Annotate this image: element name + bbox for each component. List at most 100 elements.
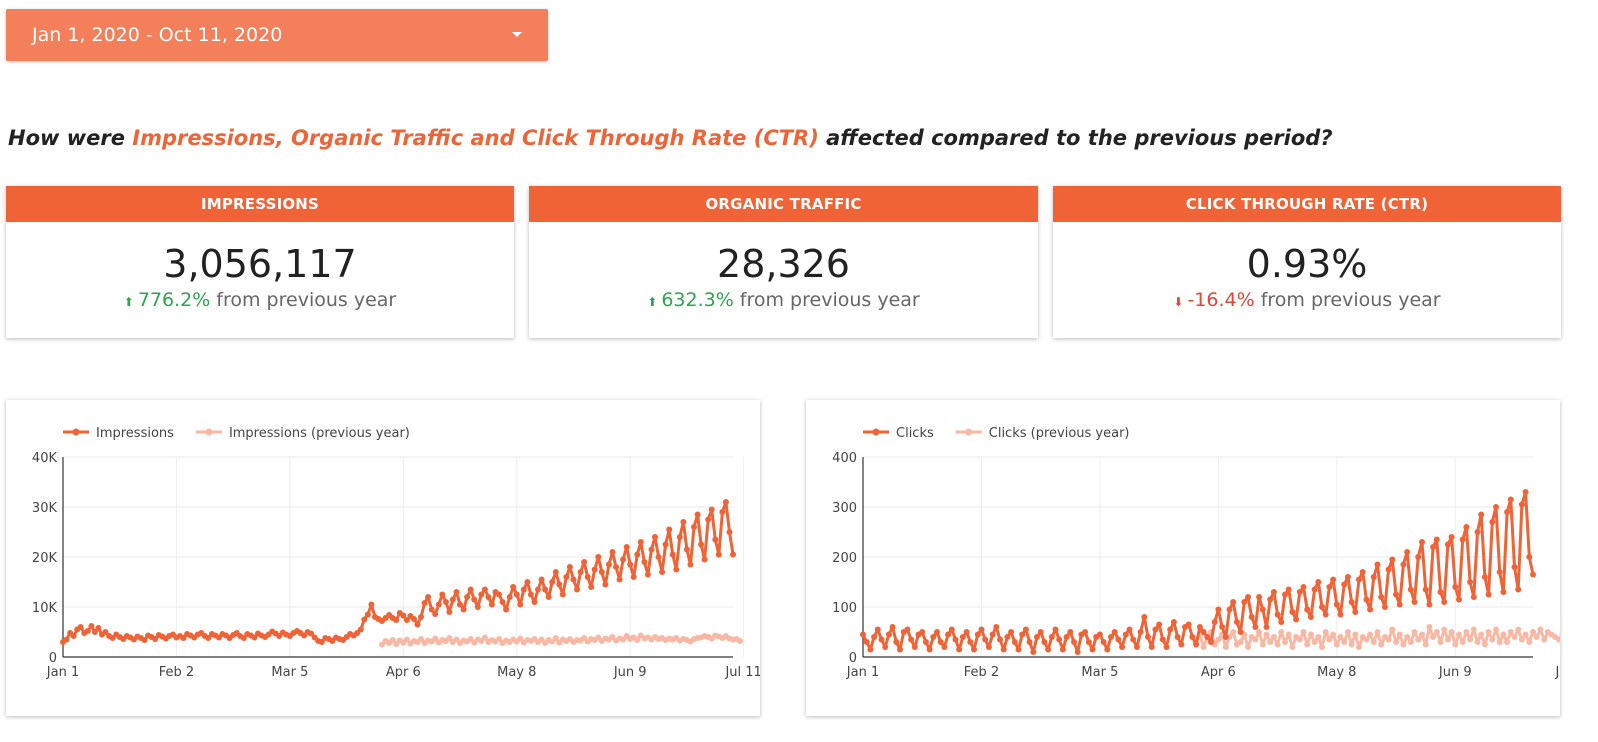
y-tick-label: 200 [832,551,857,566]
data-point [1515,586,1522,593]
data-point [1504,509,1511,515]
data-point [400,612,407,619]
data-point [499,599,506,605]
kpi-title: IMPRESSIONS [6,186,514,222]
data-point [467,586,474,593]
legend-label: Impressions (previous year) [229,426,410,441]
data-point [722,499,729,505]
data-point [1270,634,1277,640]
kpi-delta-value: 632.3% [661,289,734,311]
data-point [1389,556,1396,563]
data-point [609,549,616,555]
data-point [705,516,712,523]
data-point [517,601,524,608]
data-point [1048,634,1055,640]
data-point [1256,629,1263,635]
data-point [411,616,417,622]
data-point [1104,646,1111,653]
data-point [1330,576,1337,583]
data-point [1300,629,1307,635]
kpi-delta-suffix: from previous year [733,289,920,311]
x-tick-label: Jul 11 [1555,665,1560,680]
date-range-picker[interactable]: Jan 1, 2020 - Oct 11, 2020 [6,9,548,61]
data-point [1011,639,1018,645]
data-point [1307,614,1314,620]
data-point [1333,601,1340,608]
data-point [967,639,974,645]
kpi-card-ctr: CLICK THROUGH RATE (CTR) 0.93% ⬇ -16.4% f… [1053,186,1561,338]
data-point [1289,609,1296,615]
data-point [666,526,673,533]
legend-item[interactable]: Clicks [863,426,934,441]
data-point [993,624,1000,630]
data-point [1385,636,1392,643]
data-point [1285,586,1292,593]
data-point [1378,641,1385,648]
data-point [102,629,109,635]
data-point [997,636,1003,643]
data-point [1485,629,1492,635]
data-point [719,509,726,515]
kpi-delta-suffix: from previous year [1254,289,1441,311]
data-point [531,599,538,605]
kpi-value: 0.93% [1246,242,1368,286]
kpi-delta-value: 776.2% [137,289,211,311]
data-point [1089,646,1096,653]
data-point [627,561,634,568]
kpi-value: 28,326 [717,242,850,286]
data-point [1108,634,1114,640]
data-point [1496,639,1503,645]
data-point [1430,544,1437,550]
series-0 [60,499,736,645]
data-point [737,638,744,644]
data-point [1533,634,1540,640]
data-point [605,561,612,568]
data-point [1367,631,1374,638]
data-point [1319,644,1325,650]
legend-item[interactable]: Impressions (previous year) [195,426,410,441]
data-point [1467,579,1474,585]
data-point [141,637,148,643]
data-point [428,606,435,613]
y-tick-label: 0 [849,651,857,666]
data-point [421,600,428,606]
data-point [1056,636,1063,643]
data-point [1441,626,1448,633]
data-point [1467,636,1474,643]
data-point [1022,626,1029,633]
data-point [414,621,421,628]
data-point [1470,594,1477,600]
data-point [1363,636,1370,643]
data-point [1433,536,1440,543]
legend-label: Clicks (previous year) [989,426,1130,441]
data-point [1000,646,1007,653]
data-point [205,635,212,641]
data-point [318,639,325,645]
data-point [1456,596,1462,603]
x-tick-label: Mar 5 [1081,665,1118,680]
data-point [1444,636,1451,643]
data-point [520,586,527,593]
legend-item[interactable]: Impressions [63,426,174,441]
data-point [1256,594,1263,600]
data-point [542,586,549,593]
data-point [1119,644,1126,650]
data-point [1493,626,1499,633]
data-point [1219,624,1226,630]
legend-item[interactable]: Clicks (previous year) [955,426,1130,441]
data-point [1263,624,1270,630]
data-point [1456,631,1462,638]
data-point [1289,644,1296,650]
data-point [863,639,870,645]
data-point [926,646,933,653]
data-point [1259,641,1266,648]
data-point [1163,644,1170,650]
data-point [1474,639,1481,645]
data-point [559,591,566,598]
data-point [1296,589,1303,595]
data-point [874,626,881,633]
data-point [1282,591,1288,598]
data-point [1263,631,1270,638]
data-point [1293,616,1300,623]
data-point [595,554,602,560]
